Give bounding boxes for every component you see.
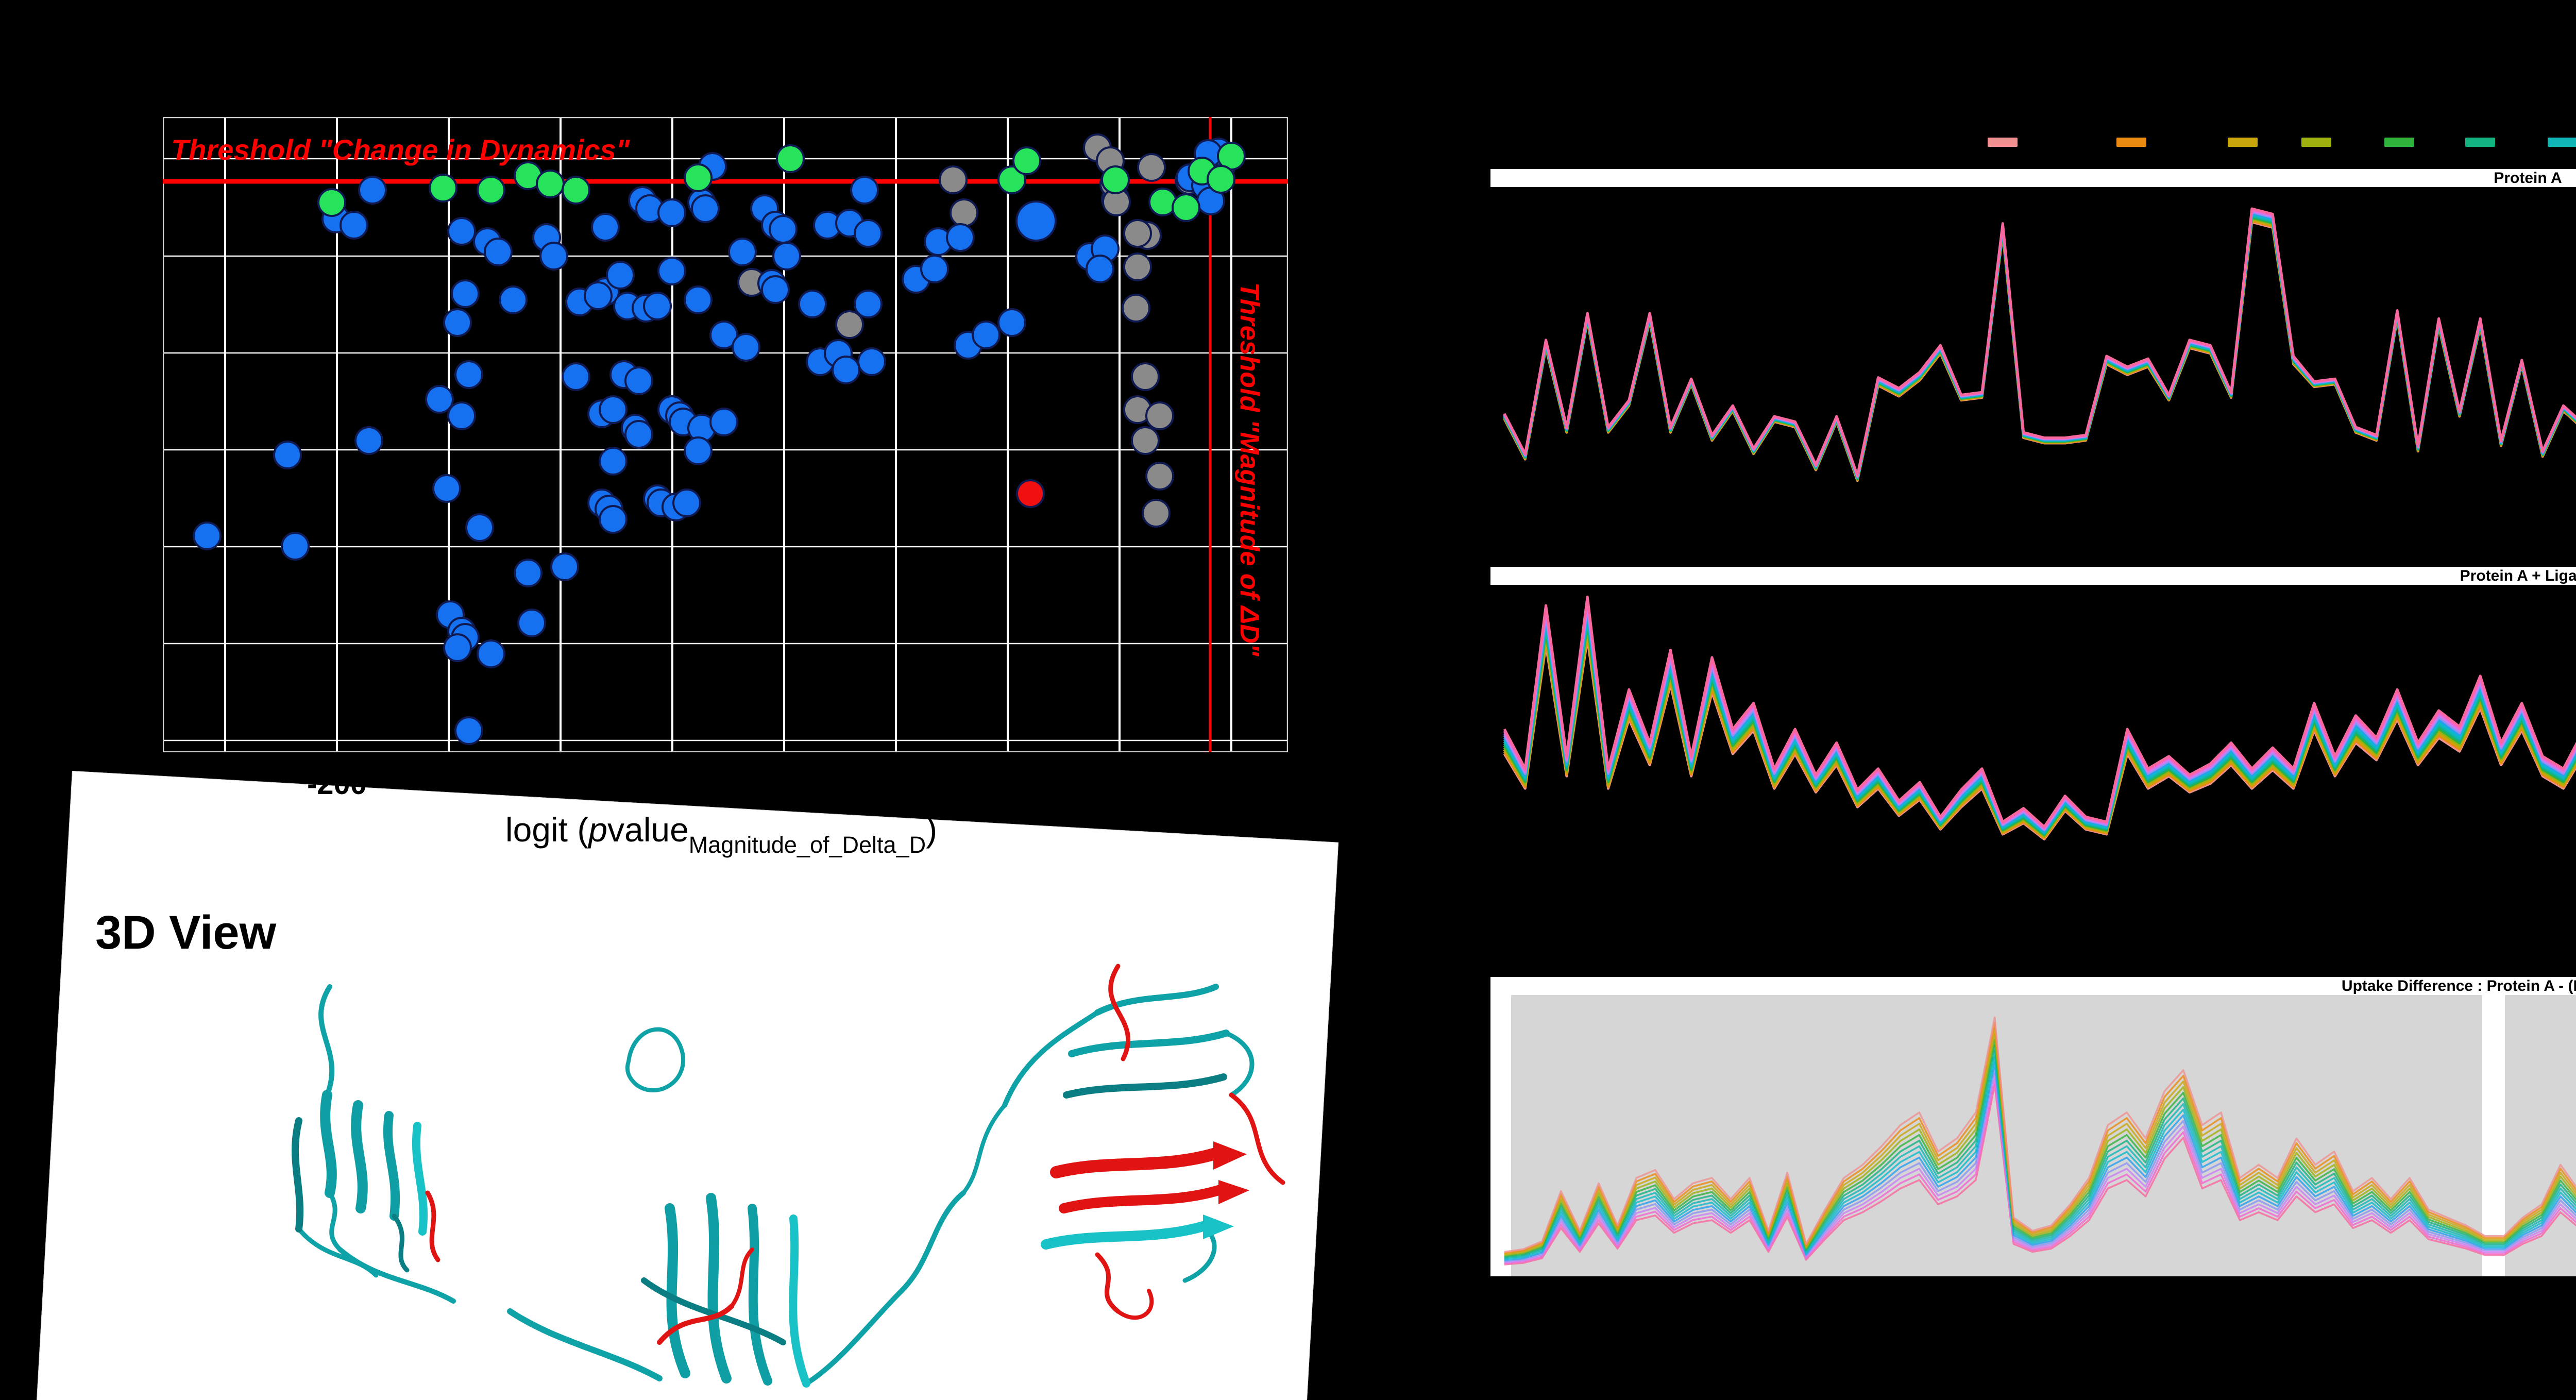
threshold-change-dynamics-label: Threshold "Change in Dynamics"	[171, 133, 630, 166]
legend-swatch-5	[2465, 138, 2495, 147]
3d-view-label: 3D View	[95, 906, 277, 959]
panel-title-protein-a-ligand: Protein A + Ligand	[1490, 567, 2576, 585]
x-tick--200: -200	[307, 767, 367, 801]
x-axis-title-p: p	[588, 811, 608, 849]
x-axis-title-main: value	[607, 811, 689, 849]
legend-swatch-6	[2548, 138, 2576, 147]
legend-swatch-3	[2301, 138, 2331, 147]
panel-title-protein-a: Protein A	[1490, 169, 2576, 187]
x-axis-title: logit (pvalueMagnitude_of_Delta_D)	[505, 810, 937, 858]
legend-swatch-0	[1988, 138, 2018, 147]
legend-swatch-4	[2384, 138, 2414, 147]
volcano-scatter-plot[interactable]	[163, 117, 1288, 752]
protein-ribbon-3d[interactable]	[222, 951, 1355, 1400]
threshold-magnitude-label: Threshold "Magnitude of ΔD"	[1234, 282, 1264, 656]
uptake-difference-chart[interactable]	[1490, 995, 2576, 1279]
x-axis-title-suffix: )	[926, 811, 938, 849]
panel-title-uptake-difference: Uptake Difference : Protein A - (Protein…	[1490, 977, 2576, 998]
legend-swatch-2	[2228, 138, 2258, 147]
x-tick--100: -100	[530, 767, 591, 801]
legend-swatch-1	[2116, 138, 2146, 147]
uptake-chart-protein-a[interactable]	[1490, 187, 2576, 558]
uptake-chart-protein-a-ligand[interactable]	[1490, 585, 2576, 958]
x-axis-title-subscript: Magnitude_of_Delta_D	[688, 832, 926, 858]
x-axis-title-prefix: logit (	[505, 811, 589, 849]
